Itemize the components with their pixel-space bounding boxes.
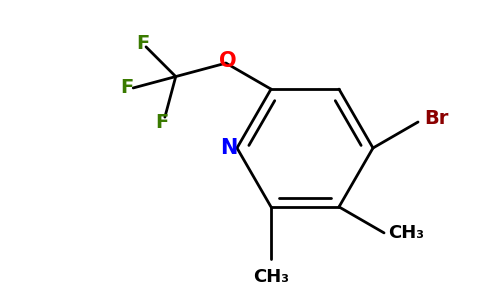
Text: F: F bbox=[121, 79, 134, 98]
Text: CH₃: CH₃ bbox=[253, 268, 289, 286]
Text: CH₃: CH₃ bbox=[388, 224, 424, 242]
Text: F: F bbox=[136, 34, 150, 53]
Text: F: F bbox=[155, 112, 168, 132]
Text: O: O bbox=[219, 51, 237, 71]
Text: Br: Br bbox=[424, 110, 448, 128]
Text: N: N bbox=[220, 138, 238, 158]
